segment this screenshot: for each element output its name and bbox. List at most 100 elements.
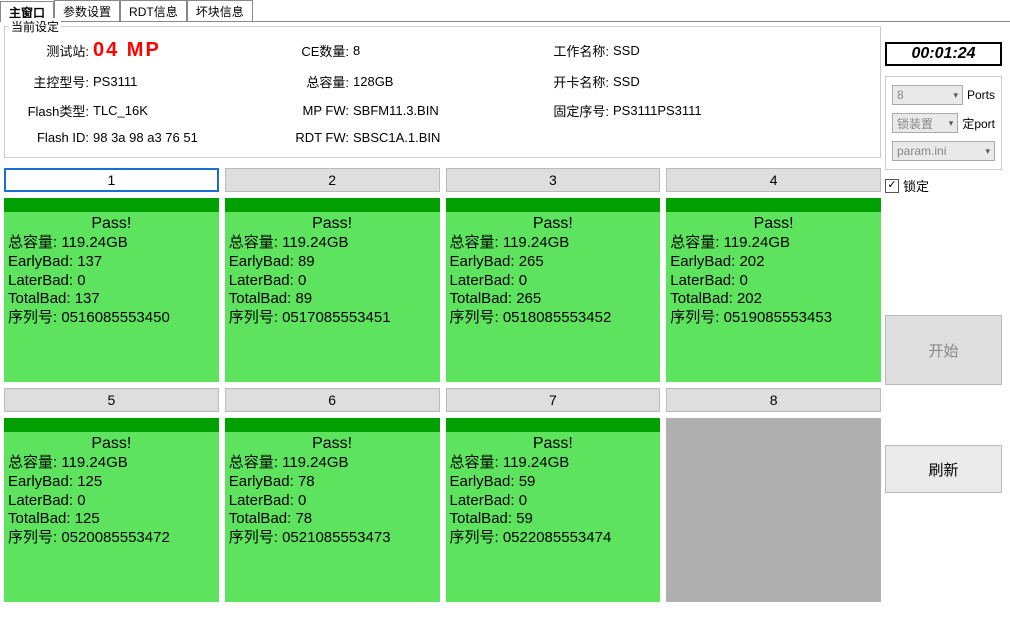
port-status: Pass! <box>229 434 436 454</box>
port-progress-bar <box>4 418 219 432</box>
port-laterbad: LaterBad: 0 <box>229 272 436 291</box>
port-status: Pass! <box>229 214 436 234</box>
port-card-2[interactable]: 2 Pass!总容量: 119.24GBEarlyBad: 89LaterBad:… <box>225 168 440 382</box>
lock-device-value: 锁装置 <box>897 115 933 132</box>
tab-1[interactable]: 参数设置 <box>54 0 120 21</box>
settings-row: 测试站:04 MP <box>13 39 273 62</box>
port-laterbad: LaterBad: 0 <box>450 272 657 291</box>
settings-label: 开卡名称: <box>533 72 613 91</box>
settings-row: 主控型号:PS3111 <box>13 72 273 91</box>
port-progress-bar <box>4 198 219 212</box>
port-status: Pass! <box>670 214 877 234</box>
port-laterbad: LaterBad: 0 <box>8 272 215 291</box>
settings-label: 测试站: <box>13 41 93 60</box>
param-file-select[interactable]: param.ini ▾ <box>892 141 995 161</box>
port-serial: 序列号: 0516085553450 <box>8 309 215 328</box>
port-body: Pass!总容量: 119.24GBEarlyBad: 125LaterBad:… <box>4 432 219 602</box>
port-header[interactable]: 8 <box>666 388 881 412</box>
port-capacity: 总容量: 119.24GB <box>8 234 215 253</box>
timer-display: 00:01:24 <box>885 42 1002 66</box>
settings-value: 8 <box>353 43 360 58</box>
settings-value: PS3111 <box>93 74 137 89</box>
settings-label: 主控型号: <box>13 72 93 91</box>
tab-3[interactable]: 坏块信息 <box>187 0 253 21</box>
port-earlybad: EarlyBad: 202 <box>670 253 877 272</box>
port-header[interactable]: 1 <box>4 168 219 192</box>
settings-value: TLC_16K <box>93 103 148 118</box>
port-laterbad: LaterBad: 0 <box>670 272 877 291</box>
port-card-4[interactable]: 4Pass!总容量: 119.24GBEarlyBad: 202LaterBad… <box>666 168 881 382</box>
port-earlybad: EarlyBad: 89 <box>229 253 436 272</box>
port-card-3[interactable]: 3 Pass!总容量: 119.24GBEarlyBad: 265LaterBad… <box>446 168 661 382</box>
port-totalbad: TotalBad: 202 <box>670 290 877 309</box>
chevron-down-icon: ▾ <box>949 118 954 129</box>
ports-label: Ports <box>967 88 995 102</box>
port-header[interactable]: 4 <box>666 168 881 192</box>
ports-count-value: 8 <box>897 88 904 102</box>
port-card-8[interactable]: 8 <box>666 388 881 602</box>
settings-panel: 当前设定 测试站:04 MPCE数量:8工作名称:SSD主控型号:PS3111总… <box>4 26 881 158</box>
port-totalbad: TotalBad: 265 <box>450 290 657 309</box>
port-card-7[interactable]: 7 Pass!总容量: 119.24GBEarlyBad: 59LaterBad:… <box>446 388 661 602</box>
port-earlybad: EarlyBad: 265 <box>450 253 657 272</box>
port-laterbad: LaterBad: 0 <box>8 492 215 511</box>
port-earlybad: EarlyBad: 137 <box>8 253 215 272</box>
port-card-5[interactable]: 5 Pass!总容量: 119.24GBEarlyBad: 125LaterBad… <box>4 388 219 602</box>
settings-label: 固定序号: <box>533 101 613 120</box>
port-serial: 序列号: 0520085553472 <box>8 529 215 548</box>
settings-row: Flash ID:98 3a 98 a3 76 51 <box>13 130 273 145</box>
port-card-6[interactable]: 6 Pass!总容量: 119.24GBEarlyBad: 78LaterBad:… <box>225 388 440 602</box>
port-header[interactable]: 3 <box>446 168 661 192</box>
settings-value: 04 MP <box>93 39 161 62</box>
chevron-down-icon: ▾ <box>953 90 958 101</box>
port-body: Pass!总容量: 119.24GBEarlyBad: 137LaterBad:… <box>4 212 219 382</box>
port-body: Pass!总容量: 119.24GBEarlyBad: 59LaterBad: … <box>446 432 661 602</box>
settings-value: PS3111PS3111 <box>613 103 702 118</box>
settings-label: Flash ID: <box>13 130 93 145</box>
chevron-down-icon: ▾ <box>985 146 990 157</box>
port-header[interactable]: 6 <box>225 388 440 412</box>
port-capacity: 总容量: 119.24GB <box>450 454 657 473</box>
port-header[interactable]: 2 <box>225 168 440 192</box>
port-progress-bar <box>446 198 661 212</box>
port-status: Pass! <box>8 214 215 234</box>
port-header[interactable]: 7 <box>446 388 661 412</box>
param-file-value: param.ini <box>897 144 946 158</box>
refresh-button[interactable]: 刷新 <box>885 445 1002 493</box>
lock-port-label: 定port <box>962 115 995 132</box>
port-serial: 序列号: 0519085553453 <box>670 309 877 328</box>
port-progress-bar <box>666 198 881 212</box>
port-laterbad: LaterBad: 0 <box>229 492 436 511</box>
port-status: Pass! <box>450 214 657 234</box>
tab-2[interactable]: RDT信息 <box>120 0 187 21</box>
settings-value: 128GB <box>353 74 393 89</box>
start-button[interactable]: 开始 <box>885 315 1002 385</box>
port-totalbad: TotalBad: 78 <box>229 510 436 529</box>
port-body: Pass!总容量: 119.24GBEarlyBad: 265LaterBad:… <box>446 212 661 382</box>
settings-panel-title: 当前设定 <box>9 18 61 35</box>
settings-row: 固定序号:PS3111PS3111 <box>533 101 813 120</box>
lock-device-select[interactable]: 锁装置 ▾ <box>892 113 958 133</box>
port-earlybad: EarlyBad: 59 <box>450 473 657 492</box>
port-capacity: 总容量: 119.24GB <box>450 234 657 253</box>
settings-row: RDT FW:SBSC1A.1.BIN <box>273 130 533 145</box>
lock-checkbox[interactable]: ✓ <box>885 179 899 193</box>
port-totalbad: TotalBad: 137 <box>8 290 215 309</box>
settings-label: 工作名称: <box>533 41 613 60</box>
settings-value: 98 3a 98 a3 76 51 <box>93 130 198 145</box>
settings-label: CE数量: <box>273 41 353 60</box>
settings-row: Flash类型:TLC_16K <box>13 101 273 120</box>
port-serial: 序列号: 0518085553452 <box>450 309 657 328</box>
port-status: Pass! <box>8 434 215 454</box>
port-laterbad: LaterBad: 0 <box>450 492 657 511</box>
port-body: Pass!总容量: 119.24GBEarlyBad: 89LaterBad: … <box>225 212 440 382</box>
port-header[interactable]: 5 <box>4 388 219 412</box>
port-body: Pass!总容量: 119.24GBEarlyBad: 78LaterBad: … <box>225 432 440 602</box>
ports-count-select[interactable]: 8 ▾ <box>892 85 963 105</box>
port-card-1[interactable]: 1 Pass!总容量: 119.24GBEarlyBad: 137LaterBad… <box>4 168 219 382</box>
settings-value: SBFM11.3.BIN <box>353 103 439 118</box>
settings-row: MP FW:SBFM11.3.BIN <box>273 101 533 120</box>
settings-value: SBSC1A.1.BIN <box>353 130 440 145</box>
lock-checkbox-label: 锁定 <box>903 176 929 195</box>
settings-label: RDT FW: <box>273 130 353 145</box>
